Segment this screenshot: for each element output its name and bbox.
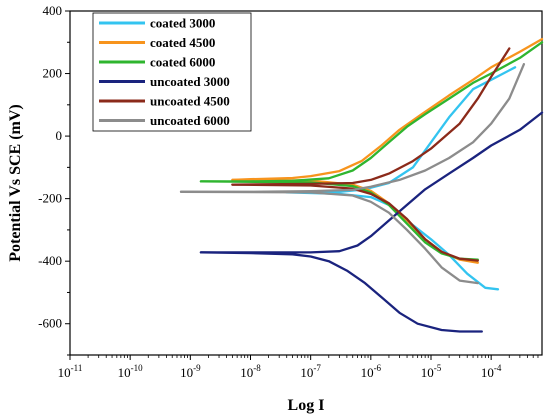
series-line-coated-6000-anodic — [199, 41, 544, 183]
x-axis-title: Log I — [288, 397, 325, 414]
legend-label-coated-4500: coated 4500 — [150, 35, 215, 50]
series-line-uncoated-3000-anodic — [199, 111, 544, 254]
y-tick-label: -400 — [38, 253, 62, 268]
x-tick-label: 10-4 — [481, 363, 502, 380]
series-line-uncoated-6000-anodic — [179, 63, 526, 193]
plot-frame — [69, 10, 543, 356]
legend-box — [92, 12, 252, 132]
legend-label-coated-3000: coated 3000 — [150, 16, 215, 31]
x-tick-label: 10-11 — [58, 363, 83, 380]
series-line-coated-4500-anodic — [231, 37, 544, 182]
x-tick-label: 10-7 — [300, 363, 321, 380]
y-tick-label: -200 — [38, 191, 62, 206]
legend-label-uncoated-6000: uncoated 6000 — [150, 113, 230, 128]
x-tick-label: 10-8 — [240, 363, 261, 380]
x-tick-label: 10-10 — [118, 363, 143, 380]
series-line-uncoated-3000-cathodic — [199, 251, 483, 333]
legend-label-uncoated-3000: uncoated 3000 — [150, 74, 230, 89]
y-tick-label: 400 — [43, 3, 63, 18]
x-tick-label: 10-6 — [361, 363, 382, 380]
series-line-uncoated-6000-cathodic — [179, 190, 479, 285]
series-layer — [179, 37, 544, 333]
x-tick-label: 10-9 — [180, 363, 201, 380]
legend-label-uncoated-4500: uncoated 4500 — [150, 94, 230, 109]
series-line-uncoated-4500-cathodic — [231, 183, 479, 262]
legend-label-coated-6000: coated 6000 — [150, 55, 215, 70]
y-tick-label: 0 — [56, 128, 63, 143]
y-axis-title: Potential Vs SCE (mV) — [7, 104, 24, 261]
series-line-uncoated-4500-anodic — [231, 47, 511, 186]
y-tick-label: -600 — [38, 316, 62, 331]
legend: coated 3000 coated 4500 coated 6000 uncoate… — [92, 12, 252, 132]
x-axis-ticks: 10-11 10-10 10-9 10-8 10-7 10-6 10-5 10-4 — [58, 355, 539, 380]
y-axis-ticks: 400 200 0 -200 -400 -600 — [38, 3, 70, 356]
x-tick-label: 10-5 — [421, 363, 442, 380]
y-tick-label: 200 — [43, 66, 63, 81]
